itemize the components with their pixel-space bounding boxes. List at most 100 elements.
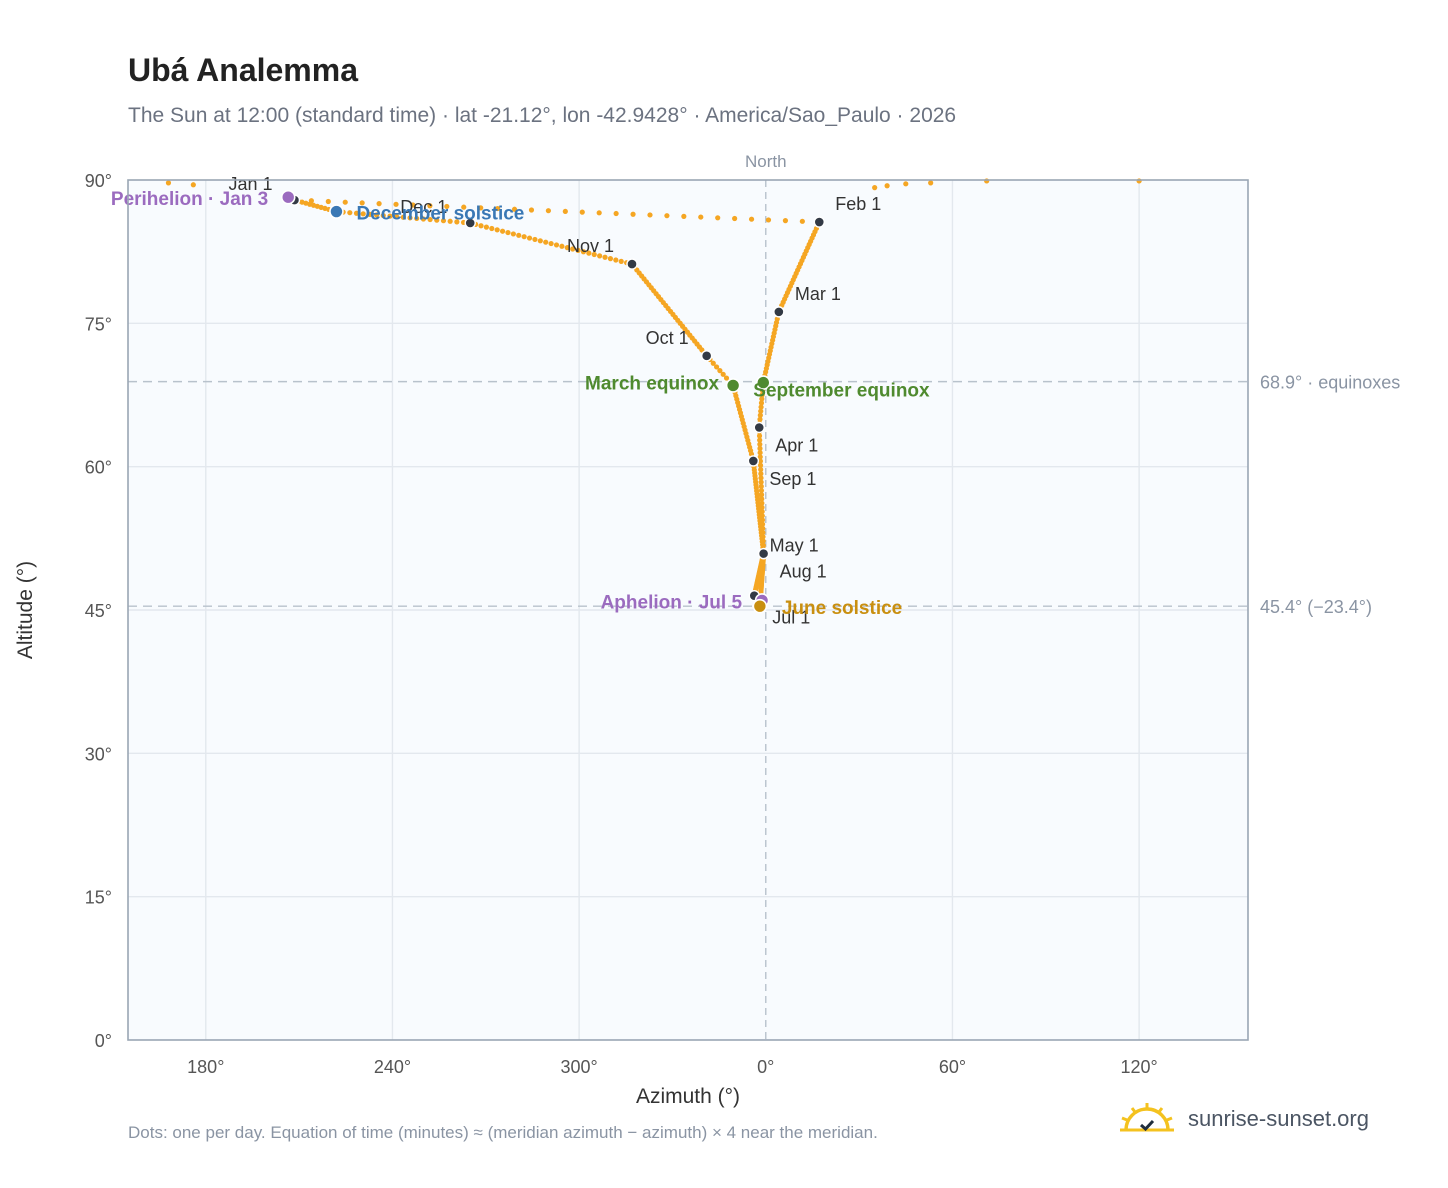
day-dot — [400, 214, 406, 220]
day-dot — [757, 441, 763, 447]
day-dot — [373, 212, 380, 218]
event-markers: Perihelion · Jan 3 December solstice March… — [111, 189, 930, 619]
day-dot — [759, 396, 765, 402]
y-tick-label: 90° — [85, 171, 112, 191]
day-dot — [325, 198, 331, 205]
y-tick-label: 60° — [85, 458, 112, 478]
day-dot — [434, 217, 440, 223]
day-dot — [190, 182, 196, 188]
month-label: Jan 1 — [228, 174, 272, 194]
day-dot — [489, 225, 495, 232]
day-dot — [444, 203, 450, 210]
month-label: Jul 1 — [772, 608, 810, 628]
day-dot — [454, 219, 460, 225]
month-label: Apr 1 — [775, 435, 818, 455]
day-dot — [756, 433, 763, 439]
month-marker — [757, 547, 770, 560]
x-tick-label: 120° — [1120, 1057, 1157, 1077]
day-dot — [759, 392, 765, 398]
day-dot — [516, 232, 522, 238]
month-label: Oct 1 — [646, 328, 689, 348]
day-dot — [427, 203, 433, 209]
day-dot — [681, 213, 687, 219]
day-dot — [579, 209, 585, 215]
x-tick-label: 240° — [374, 1057, 411, 1077]
day-dot — [758, 408, 764, 414]
event-label: Aphelion · Jul 5 — [601, 592, 743, 613]
x-axis-label: Azimuth (°) — [636, 1085, 740, 1108]
day-dot — [499, 228, 506, 234]
day-dot — [928, 180, 934, 186]
day-dot — [510, 231, 516, 237]
day-dot — [564, 245, 570, 251]
day-dot — [602, 254, 608, 260]
x-tick-label: 0° — [757, 1057, 774, 1077]
day-dot — [758, 466, 764, 473]
reference-lines: North 68.9° · equinoxes 45.4° (−23.4°) — [128, 152, 1400, 1040]
plot-border — [127, 179, 1249, 1041]
day-dot — [407, 215, 413, 221]
day-dot — [710, 360, 716, 366]
day-dot — [597, 253, 603, 259]
day-dot — [495, 205, 501, 212]
day-dot — [799, 218, 805, 224]
chart-title: Ubá Analemma — [128, 52, 358, 88]
axis-ticks: 180° 240° 300° 0° 60° 120° 0° 15° 30° 45° 60° 75° 90… — [85, 171, 1158, 1077]
day-dot — [717, 368, 723, 374]
day-dot — [393, 201, 399, 207]
month-marker — [747, 455, 760, 467]
day-dot — [505, 229, 511, 236]
day-dot — [483, 224, 489, 230]
day-dot — [984, 178, 990, 184]
day-dot — [759, 496, 765, 502]
day-dot — [715, 215, 721, 221]
day-dot — [596, 210, 602, 216]
day-dot — [537, 238, 543, 244]
day-dot — [757, 462, 764, 468]
day-dot — [586, 250, 592, 256]
day-dot — [758, 404, 764, 410]
day-dot — [757, 445, 763, 452]
month-marker — [813, 216, 825, 228]
day-dot — [758, 487, 765, 494]
day-dot — [461, 204, 467, 210]
event-label: Perihelion · Jan 3 — [111, 189, 268, 210]
month-label: Mar 1 — [795, 284, 841, 304]
month-markers: Jan 1 Feb 1 Mar 1 Apr 1 May 1 Jul 1 Aug 1 Sep 1… — [228, 174, 881, 628]
month-label: Feb 1 — [835, 194, 881, 214]
day-dot — [720, 371, 726, 377]
meridian-label: North — [745, 152, 787, 171]
day-dot — [618, 258, 624, 264]
day-dot — [732, 215, 738, 222]
day-dot — [553, 242, 560, 248]
day-dot — [580, 249, 587, 255]
day-dot — [414, 215, 420, 222]
reference-line-label: 45.4° (−23.4°) — [1260, 597, 1372, 617]
day-dot — [387, 213, 393, 219]
day-dot — [782, 218, 789, 224]
day-dot — [758, 475, 764, 481]
event-marker — [752, 598, 768, 614]
reference-line-label: 68.9° · equinoxes — [1260, 373, 1400, 393]
day-dot — [664, 213, 670, 219]
day-dot — [607, 256, 614, 262]
day-dot — [562, 208, 568, 215]
day-dot — [903, 181, 909, 187]
day-dot — [748, 216, 755, 222]
day-dot — [872, 185, 878, 191]
day-dot — [478, 223, 484, 229]
x-tick-label: 300° — [560, 1057, 597, 1077]
month-marker — [753, 421, 765, 434]
day-dot — [394, 214, 400, 220]
month-marker — [773, 306, 785, 318]
day-dot — [427, 216, 433, 223]
brand-name: sunrise-sunset.org — [1188, 1106, 1369, 1131]
day-dot — [478, 205, 484, 211]
day-dot — [758, 471, 764, 477]
day-dot — [420, 216, 426, 222]
brand-logo: sunrise-sunset.org — [1120, 1102, 1369, 1136]
day-dot — [410, 202, 416, 208]
event-marker — [755, 375, 771, 390]
day-dot — [360, 211, 366, 217]
